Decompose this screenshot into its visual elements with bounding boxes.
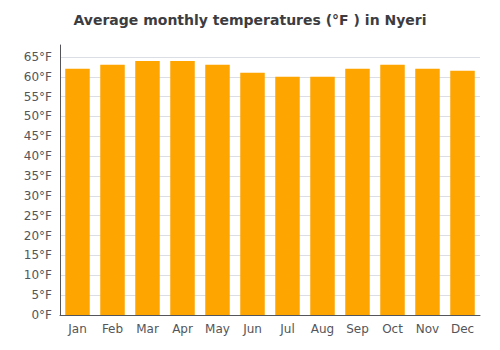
svg-text:May: May [205, 322, 230, 336]
svg-text:20°F: 20°F [24, 229, 52, 243]
svg-text:40°F: 40°F [24, 149, 52, 163]
svg-text:Aug: Aug [311, 322, 334, 336]
svg-text:Jul: Jul [279, 322, 294, 336]
svg-text:5°F: 5°F [31, 288, 52, 302]
svg-text:Sep: Sep [346, 322, 369, 336]
svg-text:65°F: 65°F [24, 50, 52, 64]
svg-text:35°F: 35°F [24, 169, 52, 183]
svg-text:30°F: 30°F [24, 189, 52, 203]
svg-text:10°F: 10°F [24, 268, 52, 282]
svg-text:60°F: 60°F [24, 70, 52, 84]
svg-text:50°F: 50°F [24, 109, 52, 123]
svg-text:0°F: 0°F [31, 308, 52, 322]
svg-text:Dec: Dec [451, 322, 474, 336]
svg-text:Jan: Jan [67, 322, 87, 336]
svg-text:Nov: Nov [416, 322, 439, 336]
svg-text:Mar: Mar [136, 322, 159, 336]
svg-text:45°F: 45°F [24, 129, 52, 143]
svg-text:55°F: 55°F [24, 90, 52, 104]
svg-text:Jun: Jun [242, 322, 262, 336]
svg-text:25°F: 25°F [24, 209, 52, 223]
svg-text:Feb: Feb [102, 322, 123, 336]
svg-text:Average monthly temperatures (: Average monthly temperatures (°F ) in Ny… [73, 12, 426, 28]
svg-text:15°F: 15°F [24, 248, 52, 262]
svg-text:Oct: Oct [382, 322, 403, 336]
svg-text:Apr: Apr [172, 322, 193, 336]
